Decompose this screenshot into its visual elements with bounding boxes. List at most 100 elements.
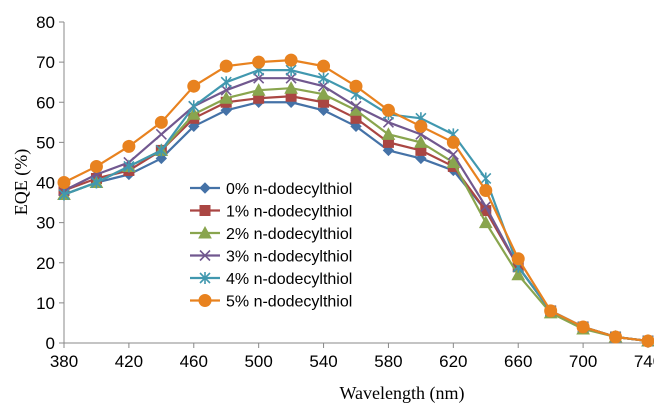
data-point — [350, 120, 362, 133]
legend-item-5: 5% n-dodecylthiol — [190, 294, 352, 311]
data-point — [199, 249, 211, 262]
series-line — [63, 95, 649, 343]
legend-label: 1% n-dodecylthiol — [226, 204, 352, 221]
legend-item-4: 4% n-dodecylthiol — [190, 271, 352, 288]
data-point — [446, 135, 460, 149]
data-point — [446, 155, 461, 168]
data-point — [511, 252, 525, 266]
y-tick-label: 50 — [36, 133, 55, 152]
data-point — [641, 334, 654, 348]
legend-label: 3% n-dodecylthiol — [226, 249, 352, 266]
y-axis-title: EQE (%) — [11, 149, 32, 215]
y-tick-label: 10 — [36, 294, 55, 313]
data-point — [478, 215, 493, 229]
data-point — [58, 188, 70, 201]
series-0 — [58, 96, 654, 347]
legend-label: 5% n-dodecylthiol — [226, 294, 352, 311]
data-point — [609, 330, 623, 344]
data-point — [199, 182, 211, 194]
y-tick-label: 0 — [46, 334, 55, 353]
x-tick-label: 700 — [569, 352, 597, 371]
data-point — [414, 119, 428, 133]
data-point — [155, 128, 167, 140]
legend-item-1: 1% n-dodecylthiol — [190, 204, 352, 221]
data-point — [480, 201, 492, 213]
data-point — [188, 120, 200, 133]
y-tick-label: 60 — [36, 93, 55, 112]
x-tick-label: 660 — [504, 352, 532, 371]
data-point — [199, 272, 211, 284]
x-tick-label: 620 — [439, 352, 467, 371]
data-point — [316, 87, 331, 100]
data-point — [317, 59, 331, 73]
data-point — [414, 135, 428, 148]
data-point — [57, 176, 71, 189]
data-point — [198, 294, 212, 307]
data-point — [89, 159, 103, 173]
x-tick-label: 420 — [115, 352, 143, 371]
series-layer — [57, 53, 654, 348]
legend-label: 4% n-dodecylthiol — [226, 271, 352, 288]
data-point — [544, 304, 558, 318]
data-point — [511, 267, 526, 281]
data-point — [349, 79, 363, 93]
data-point — [186, 107, 201, 120]
data-point — [381, 103, 395, 117]
legend-item-2: 2% n-dodecylthiol — [190, 225, 352, 243]
data-point — [219, 59, 233, 73]
data-point — [415, 152, 427, 165]
legend-label: 2% n-dodecylthiol — [226, 226, 352, 243]
y-tick-label: 20 — [36, 254, 55, 273]
data-point — [382, 116, 395, 128]
data-point — [285, 72, 297, 84]
legend: 0% n-dodecylthiol 1% n-dodecylthiol 2% n-d… — [190, 181, 352, 311]
data-point — [447, 148, 459, 160]
data-point — [122, 139, 136, 153]
data-point — [479, 184, 493, 198]
data-point — [317, 80, 330, 92]
data-point — [219, 91, 234, 104]
legend-item-3: 3% n-dodecylthiol — [190, 249, 352, 266]
y-tick-label: 40 — [36, 174, 55, 193]
data-point — [284, 81, 298, 94]
x-tick-label: 500 — [244, 352, 272, 371]
data-point — [220, 104, 232, 116]
x-tick-label: 740 — [634, 352, 654, 371]
x-tick-label: 580 — [374, 352, 402, 371]
axes: 0 10 20 30 40 50 60 70 80 380 420 460 500 540 580 620 66… — [36, 13, 654, 371]
data-point — [284, 53, 298, 67]
data-point — [253, 72, 265, 84]
data-point — [382, 144, 395, 157]
data-point — [350, 100, 362, 112]
data-point — [252, 55, 266, 69]
x-tick-label: 460 — [180, 352, 208, 371]
data-point — [155, 144, 167, 157]
series-line — [63, 101, 649, 343]
x-tick-label: 380 — [50, 352, 78, 371]
data-point — [155, 152, 168, 165]
data-point — [123, 160, 135, 173]
data-point — [90, 176, 103, 189]
x-tick-label: 540 — [309, 352, 337, 371]
legend-label: 0% n-dodecylthiol — [226, 181, 352, 198]
data-point — [576, 320, 590, 334]
data-point — [480, 172, 492, 185]
data-point — [188, 100, 200, 113]
legend-item-0: 0% n-dodecylthiol — [190, 181, 352, 198]
data-point — [220, 76, 232, 89]
y-tick-label: 80 — [36, 13, 55, 32]
y-tick-label: 30 — [36, 214, 55, 233]
data-point — [154, 115, 168, 129]
data-point — [317, 72, 330, 85]
series-5 — [57, 53, 654, 348]
data-point — [199, 205, 211, 216]
data-point — [198, 225, 212, 239]
data-point — [317, 104, 330, 116]
data-point — [187, 79, 201, 93]
series-line — [63, 59, 649, 343]
data-point — [220, 84, 232, 96]
data-point — [381, 127, 396, 140]
x-axis-title: Wavelength (nm) — [339, 383, 464, 404]
y-tick-label: 70 — [36, 53, 55, 72]
